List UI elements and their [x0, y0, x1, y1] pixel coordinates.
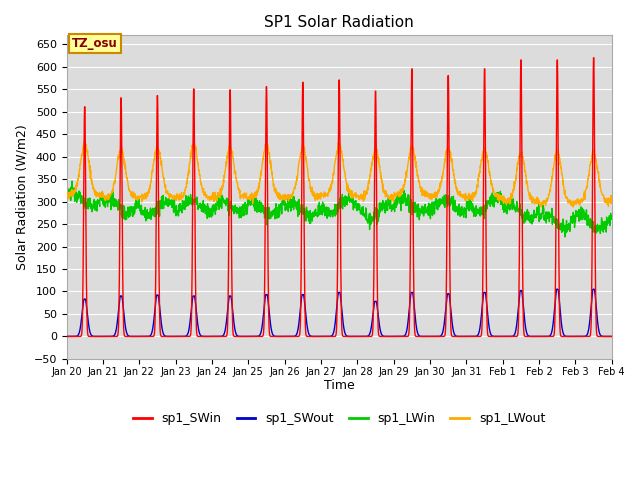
Y-axis label: Solar Radiation (W/m2): Solar Radiation (W/m2)	[15, 124, 28, 270]
Text: TZ_osu: TZ_osu	[72, 36, 118, 49]
Title: SP1 Solar Radiation: SP1 Solar Radiation	[264, 15, 414, 30]
Legend: sp1_SWin, sp1_SWout, sp1_LWin, sp1_LWout: sp1_SWin, sp1_SWout, sp1_LWin, sp1_LWout	[128, 407, 550, 430]
X-axis label: Time: Time	[324, 379, 355, 392]
